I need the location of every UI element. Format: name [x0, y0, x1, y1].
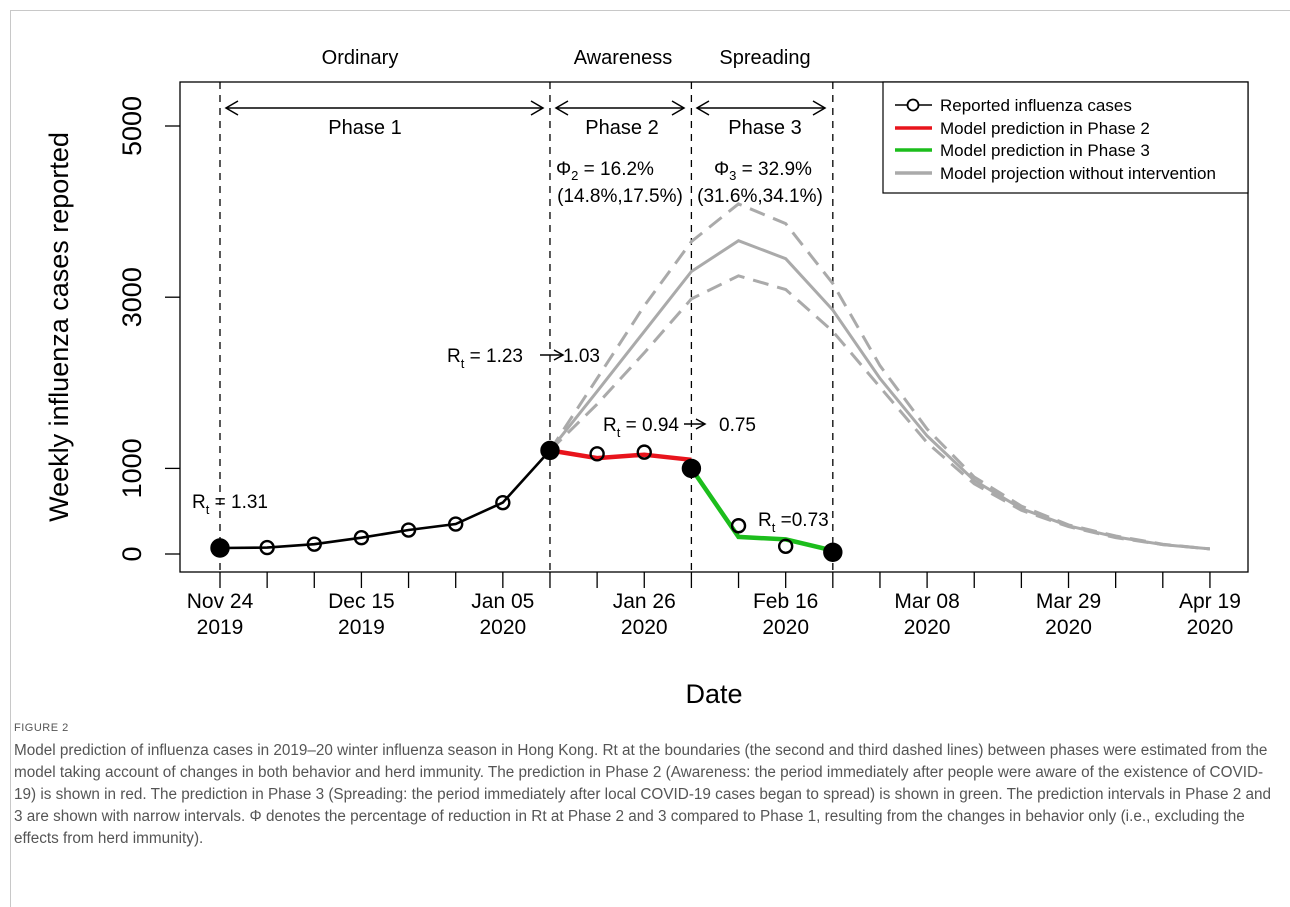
- projection-lower-bound: [548, 274, 1211, 551]
- phase-name-1: Ordinary: [322, 47, 399, 69]
- rt3-arrow-head: [695, 418, 707, 430]
- reported-point-open: [589, 446, 605, 462]
- x-tick-label-12: Feb 16: [753, 590, 818, 613]
- reported-point-open: [495, 494, 511, 511]
- frame-left-border: [10, 10, 11, 907]
- reported-point-open: [306, 536, 322, 552]
- phase-arrow-3-right-head: [812, 100, 827, 116]
- y-tick-label-3000: 3000: [117, 267, 147, 327]
- x-tick-label-3: Dec 15: [328, 590, 395, 613]
- phase-arrow-2-right-head: [671, 100, 686, 116]
- projection-band: [548, 202, 1211, 551]
- x-tick-year-6: 2020: [479, 616, 526, 639]
- figure-label: FIGURE 2: [14, 722, 69, 734]
- phase3-prediction-line: [689, 467, 834, 553]
- legend-label-3: Model projection without intervention: [940, 164, 1216, 183]
- y-axis-label: Weekly influenza cases reported: [44, 132, 74, 522]
- phase-arrow-1-right-head: [530, 100, 545, 116]
- phase-label-3: Phase 3: [728, 117, 801, 139]
- reported-point-open: [730, 518, 747, 534]
- x-axis-label: Date: [685, 679, 742, 709]
- x-tick-label-18: Mar 29: [1036, 590, 1101, 613]
- legend: Reported influenza cases Model prediction…: [882, 81, 1249, 194]
- projection-upper-bound: [548, 202, 1211, 551]
- reported-point-open: [777, 538, 794, 554]
- reported-point-filled: [681, 458, 702, 479]
- x-tick-year-12: 2020: [762, 616, 809, 639]
- rt3-target: 0.75: [719, 415, 756, 436]
- phi3-value: Φ3 = 32.9%: [714, 159, 812, 183]
- rt-annotation-2: Rt = 1.23: [447, 346, 523, 371]
- axes: 0 1000 3000 5000 Nov 24 2019 Dec 15 2019 Jan 05 2…: [117, 96, 1241, 639]
- x-tick-year-3: 2019: [338, 616, 385, 639]
- plot-area: [179, 81, 1249, 573]
- rt-annotation-3: Rt = 0.94: [603, 415, 679, 440]
- x-tick-label-15: Mar 08: [894, 590, 959, 613]
- x-tick-year-18: 2020: [1045, 616, 1092, 639]
- reported-point-open: [448, 516, 464, 532]
- phase-arrow-1-left-head: [224, 100, 239, 116]
- x-tick-label-0: Nov 24: [187, 590, 254, 613]
- legend-box: [882, 81, 1249, 194]
- legend-label-0: Reported influenza cases: [940, 96, 1132, 115]
- x-tick-label-9: Jan 26: [613, 590, 676, 613]
- reported-line: [219, 449, 551, 550]
- x-tick-label-21: Apr 19: [1179, 590, 1241, 613]
- x-tick-year-21: 2020: [1187, 616, 1234, 639]
- reported-point-open: [259, 539, 275, 556]
- phi2-interval: (14.8%,17.5%): [557, 186, 683, 207]
- phase-boundary-lines: [219, 82, 834, 572]
- reported-points: [210, 440, 843, 562]
- phi3-interval: (31.6%,34.1%): [697, 186, 823, 207]
- caption-text: Model prediction of influenza cases in 2…: [14, 742, 1272, 847]
- legend-label-1: Model prediction in Phase 2: [940, 119, 1150, 138]
- phase-label-1: Phase 1: [328, 117, 401, 139]
- x-tick-year-9: 2020: [621, 616, 668, 639]
- phase-arrow-2-left-head: [554, 100, 569, 116]
- x-tick-year-15: 2020: [904, 616, 951, 639]
- rt-annotation-4: Rt =0.73: [758, 510, 829, 535]
- reported-point-filled: [540, 440, 560, 461]
- y-tick-label-1000: 1000: [117, 438, 147, 498]
- reported-point-open: [636, 444, 652, 460]
- rt2-arrow-head: [553, 349, 565, 361]
- rt2-target: 1.03: [563, 346, 600, 367]
- x-tick-year-0: 2019: [197, 616, 244, 639]
- phase2-prediction-line: [549, 448, 692, 463]
- projection-line: [548, 239, 1211, 551]
- figure-caption: FIGURE 2 Model prediction of influenza c…: [14, 722, 1276, 850]
- y-tick-label-0: 0: [117, 546, 147, 561]
- phase-name-2: Awareness: [574, 47, 673, 69]
- legend-marker-0: [906, 98, 920, 112]
- y-tick-label-5000: 5000: [117, 96, 147, 156]
- influenza-chart: 0 1000 3000 5000 Nov 24 2019 Dec 15 2019 Jan 05 2…: [44, 47, 1249, 709]
- reported-point-filled: [823, 542, 843, 562]
- phi2-value: Φ2 = 16.2%: [556, 159, 654, 183]
- phase-arrow-3-left-head: [695, 100, 710, 116]
- reported-point-filled: [210, 538, 230, 558]
- phase-label-2: Phase 2: [585, 117, 658, 139]
- frame-top-border: [10, 10, 1290, 11]
- reported-point-open: [353, 530, 370, 546]
- annotations: Ordinary Phase 1 Awareness Phase 2 Spreading…: [192, 47, 829, 535]
- legend-label-2: Model prediction in Phase 3: [940, 141, 1150, 160]
- x-tick-label-6: Jan 05: [471, 590, 534, 613]
- series-lines: [219, 239, 1211, 553]
- rt-annotation-1: Rt = 1.31: [192, 492, 268, 517]
- phase-name-3: Spreading: [719, 47, 810, 69]
- reported-point-open: [400, 522, 417, 538]
